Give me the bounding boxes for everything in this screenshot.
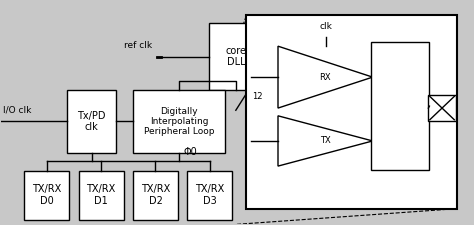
- Bar: [371, 42, 429, 170]
- Text: I/O clk: I/O clk: [3, 106, 31, 115]
- Bar: [79, 171, 124, 220]
- Text: Φ0: Φ0: [184, 147, 198, 157]
- Text: Digitally
Interpolating
Peripheral Loop: Digitally Interpolating Peripheral Loop: [144, 107, 214, 136]
- Text: RX: RX: [319, 73, 331, 82]
- Bar: [187, 171, 232, 220]
- Text: TX/RX
D0: TX/RX D0: [32, 184, 62, 206]
- Polygon shape: [278, 116, 373, 166]
- Bar: [246, 15, 457, 209]
- Text: TX/RX
D2: TX/RX D2: [141, 184, 170, 206]
- Polygon shape: [278, 46, 373, 108]
- Text: TX: TX: [320, 136, 331, 145]
- Text: core
DLL: core DLL: [225, 46, 246, 68]
- Text: ref clk: ref clk: [124, 41, 152, 50]
- Bar: [209, 23, 263, 90]
- Bar: [133, 90, 225, 153]
- Text: clk: clk: [320, 22, 333, 31]
- Bar: [24, 171, 69, 220]
- Bar: [428, 95, 456, 121]
- Text: Tx/PD
clk: Tx/PD clk: [77, 111, 106, 132]
- Bar: [67, 90, 117, 153]
- Text: TX/RX
D1: TX/RX D1: [86, 184, 116, 206]
- Text: 12: 12: [252, 92, 263, 101]
- Text: TX/RX
D3: TX/RX D3: [195, 184, 225, 206]
- Bar: [133, 171, 178, 220]
